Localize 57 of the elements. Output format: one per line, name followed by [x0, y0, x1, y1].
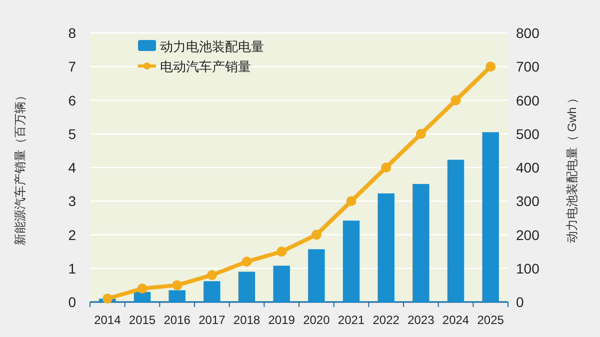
x-tick-label: 2015: [128, 313, 156, 327]
y-tick-label: 3: [68, 193, 76, 210]
point: [242, 256, 252, 267]
point: [172, 280, 182, 290]
x-tick-label: 2016: [164, 313, 191, 327]
point: [381, 162, 392, 172]
bar: [378, 193, 394, 302]
x-tick-label: 2024: [442, 313, 470, 327]
bar: [238, 272, 256, 302]
bar: [482, 132, 499, 302]
point: [102, 294, 112, 304]
y-tick-label: 8: [68, 25, 76, 41]
bar: [342, 220, 360, 302]
y2-tick-label: 100: [516, 260, 540, 276]
bar: [273, 266, 290, 302]
bar: [204, 281, 220, 302]
bar: [168, 290, 186, 302]
x-tick-label: 2023: [408, 313, 435, 327]
y2-tick-label: 500: [516, 126, 540, 142]
point: [137, 284, 148, 294]
y2-tick-label: 600: [516, 92, 540, 108]
y-tick-label: 7: [68, 58, 76, 75]
bar: [412, 184, 430, 302]
x-tick-label: 2025: [477, 313, 504, 327]
y-axis-title: 新能源汽车产销量（百万辆）: [13, 90, 27, 246]
point: [311, 230, 322, 240]
point: [206, 270, 217, 280]
x-tick-label: 2021: [338, 313, 365, 327]
y-tick-label: 0: [68, 294, 76, 310]
y-tick-label: 5: [68, 126, 76, 142]
y2-tick-label: 300: [516, 193, 540, 210]
y-tick-label: 6: [68, 92, 76, 108]
x-tick-label: 2020: [303, 313, 330, 327]
y-tick-label: 1: [68, 260, 76, 276]
point: [450, 95, 461, 106]
legend-label: 动力电池装配电量: [160, 39, 264, 54]
bar: [447, 160, 464, 302]
y2-tick-label: 400: [516, 160, 540, 176]
point: [276, 246, 287, 257]
point: [416, 128, 426, 139]
y2-tick-label: 0: [516, 294, 524, 310]
point: [486, 62, 496, 72]
x-tick-label: 2018: [233, 313, 260, 327]
bar: [134, 292, 151, 302]
y2-tick-label: 800: [516, 25, 540, 41]
y-tick-label: 4: [68, 160, 76, 176]
x-tick-label: 2019: [268, 313, 296, 327]
y-tick-label: 2: [68, 226, 76, 243]
y2-axis-title: 动力电池装配电量（ Gwh ）: [565, 92, 579, 244]
legend-label: 电动汽车产销量: [160, 59, 251, 74]
y2-tick-label: 700: [516, 58, 540, 75]
bar: [308, 249, 325, 302]
point: [346, 196, 356, 206]
x-tick-label: 2014: [94, 313, 122, 327]
x-tick-label: 2017: [198, 313, 226, 327]
y2-tick-label: 200: [516, 226, 540, 243]
x-tick-label: 2022: [372, 313, 400, 327]
